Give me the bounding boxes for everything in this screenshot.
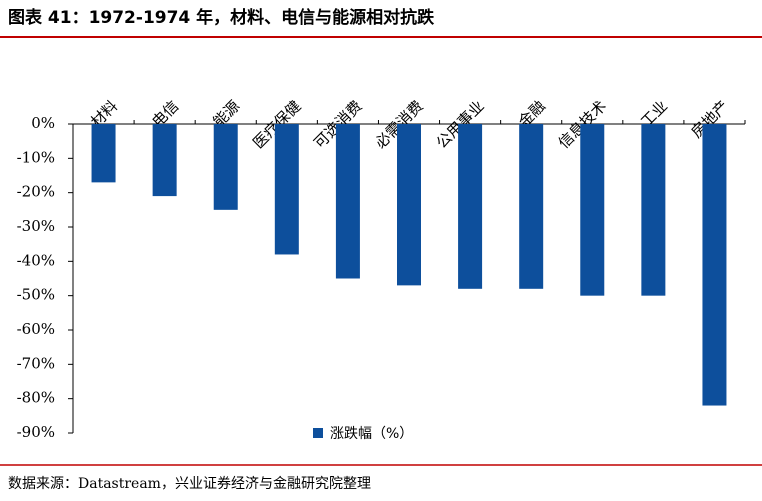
y-tick-label: -20% — [17, 183, 55, 201]
y-tick-label: -70% — [17, 354, 55, 372]
legend-swatch — [313, 428, 323, 438]
bar — [702, 124, 727, 406]
chart-title: 图表 41：1972-1974 年，材料、电信与能源相对抗跌 — [8, 7, 435, 28]
y-tick-label: -60% — [17, 320, 55, 338]
legend-label: 涨跌幅（%） — [330, 426, 413, 442]
y-tick-label: 0% — [31, 114, 55, 132]
bar — [274, 124, 299, 255]
source-note: 数据来源：Datastream，兴业证券经济与金融研究院整理 — [8, 476, 371, 492]
y-tick-label: -40% — [17, 251, 55, 269]
y-tick-label: -30% — [17, 217, 55, 235]
bar — [213, 124, 238, 210]
bar — [641, 124, 666, 296]
y-tick-label: -80% — [17, 389, 55, 407]
bar — [580, 124, 605, 296]
y-tick-label: -50% — [17, 286, 55, 304]
bar — [519, 124, 544, 289]
bar — [335, 124, 360, 279]
bar — [152, 124, 177, 197]
bar — [397, 124, 421, 286]
bar — [91, 124, 116, 183]
bar — [458, 124, 483, 289]
y-tick-label: -10% — [17, 148, 55, 166]
y-tick-label: -90% — [17, 423, 55, 441]
